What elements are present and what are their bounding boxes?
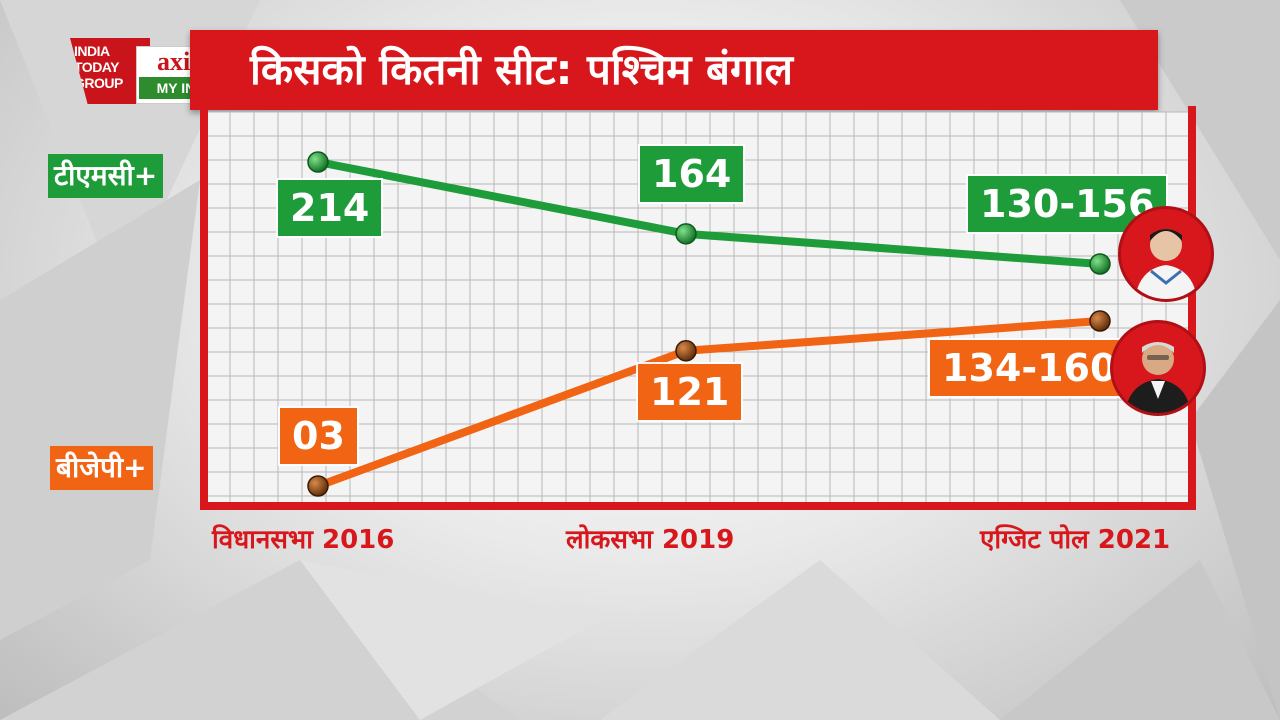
data-label-tmc-2016: 214 (278, 180, 382, 236)
x-tick-label: विधानसभा 2016 (212, 525, 395, 555)
series-label-tmc: टीएमसी+ (48, 154, 164, 198)
frame-bottom (200, 502, 1196, 510)
frame-right (1188, 106, 1196, 510)
person-icon (1135, 229, 1197, 299)
data-point-tmc-0 (307, 151, 329, 173)
data-point-tmc-1 (675, 223, 697, 245)
bjp-leader-avatar (1110, 320, 1206, 416)
data-point-bjp-1 (675, 340, 697, 362)
data-label-bjp-2019: 121 (638, 364, 742, 420)
data-label-tmc-2019: 164 (640, 146, 744, 202)
data-label-bjp-2016: 03 (280, 408, 357, 464)
x-tick-label: लोकसभा 2019 (566, 525, 735, 555)
series-label-bjp: बीजेपी+ (50, 446, 153, 490)
data-point-bjp-0 (307, 475, 329, 497)
data-point-tmc-2 (1089, 253, 1111, 275)
page-title: किसको कितनी सीट: पश्चिम बंगाल (250, 45, 793, 94)
tmc-leader-avatar (1118, 206, 1214, 302)
x-tick-label: एग्जिट पोल 2021 (980, 525, 1171, 555)
person-icon (1125, 342, 1191, 413)
frame-left (200, 106, 208, 510)
title-bar: किसको कितनी सीट: पश्चिम बंगाल (190, 30, 1158, 110)
data-label-bjp-2021: 134-160 (930, 340, 1129, 396)
data-point-bjp-2 (1089, 310, 1111, 332)
